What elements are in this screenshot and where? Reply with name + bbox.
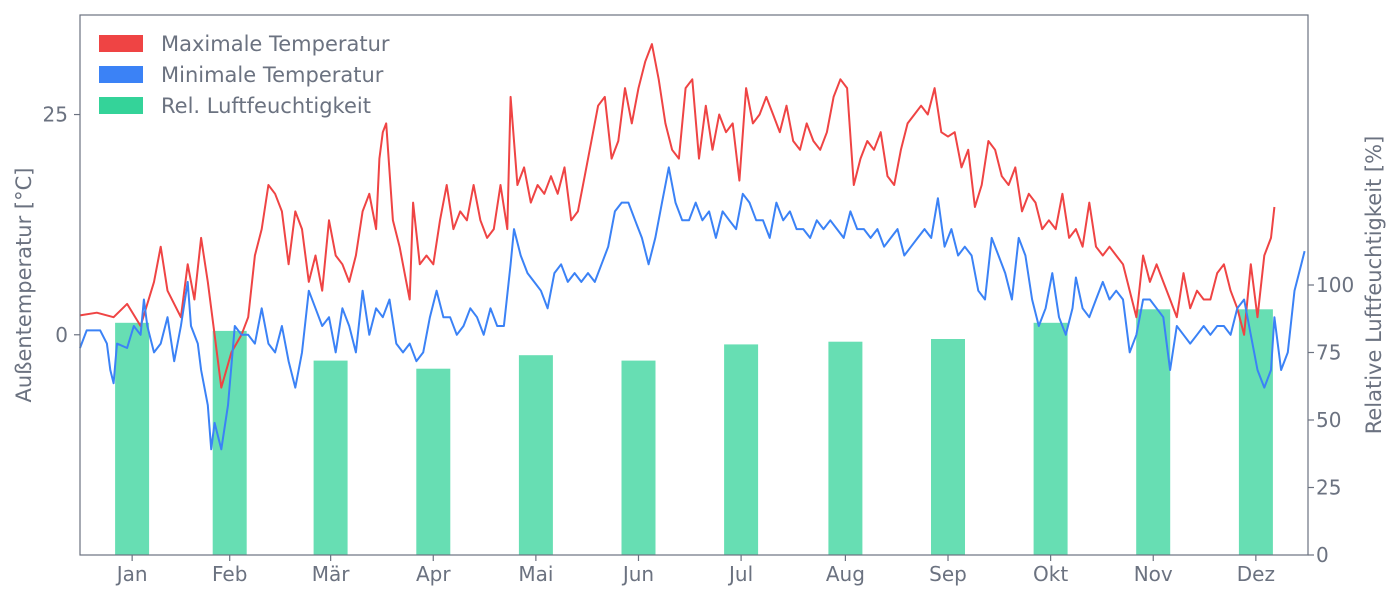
humidity-bar-11 [1136, 309, 1171, 555]
legend: Maximale Temperatur Minimale Temperatur … [99, 32, 390, 118]
x-tick-label: Dez [1237, 562, 1275, 586]
humidity-bar-3 [313, 360, 348, 555]
humidity-bar-5 [518, 355, 553, 555]
humidity-bar-8 [828, 341, 863, 555]
humidity-bar-6 [621, 360, 656, 555]
y-right-tick-label: 100 [1316, 273, 1354, 297]
y-right-tick-label: 25 [1316, 476, 1341, 500]
y-right-axis-title: Relative Luftfeuchtigkeit [%] [1362, 136, 1386, 435]
y-right-tick-label: 0 [1316, 543, 1329, 567]
humidity-bar-9 [931, 339, 965, 555]
legend-label-humidity: Rel. Luftfeuchtigkeit [161, 94, 371, 118]
x-tick-label: Apr [416, 562, 451, 586]
tmin-line [79, 166, 1306, 451]
legend-swatch-humidity [99, 97, 143, 114]
x-tick-label: Mai [518, 562, 553, 586]
x-tick-label: Feb [212, 562, 247, 586]
humidity-bar-7 [724, 344, 759, 555]
tmax-line [79, 43, 1276, 389]
y-right-tick-label: 75 [1316, 341, 1341, 365]
x-tick-label: Aug [826, 562, 865, 586]
x-tick-label: Jan [115, 562, 148, 586]
humidity-bars [115, 309, 1273, 555]
x-tick-label: Jul [727, 562, 753, 586]
humidity-bar-10 [1033, 322, 1068, 555]
x-tick-label: Jun [621, 562, 654, 586]
legend-item-tmax: Maximale Temperatur [99, 32, 390, 56]
legend-swatch-tmax [99, 35, 143, 52]
humidity-bar-12 [1238, 309, 1273, 555]
y-left-tick-label: 25 [43, 103, 68, 127]
legend-item-humidity: Rel. Luftfeuchtigkeit [99, 94, 371, 118]
y-right-tick-label: 50 [1316, 408, 1341, 432]
y-left-tick-label: 0 [55, 323, 68, 347]
x-tick-label: Okt [1033, 562, 1068, 586]
x-tick-label: Sep [929, 562, 967, 586]
legend-item-tmin: Minimale Temperatur [99, 63, 384, 87]
x-tick-label: Mär [312, 562, 351, 586]
legend-label-tmin: Minimale Temperatur [161, 63, 384, 87]
legend-label-tmax: Maximale Temperatur [161, 32, 390, 56]
y-left-axis-title: Außentemperatur [°C] [12, 168, 36, 403]
humidity-bar-1 [115, 322, 150, 555]
axis-ticks: Jan Feb Mär Apr Mai Jun Jul Aug Sep Okt Nov Dez 0 25 0… [43, 103, 1355, 586]
x-tick-label: Nov [1134, 562, 1173, 586]
temperature-lines [79, 43, 1306, 451]
humidity-bar-4 [416, 368, 451, 555]
legend-swatch-tmin [99, 66, 143, 83]
